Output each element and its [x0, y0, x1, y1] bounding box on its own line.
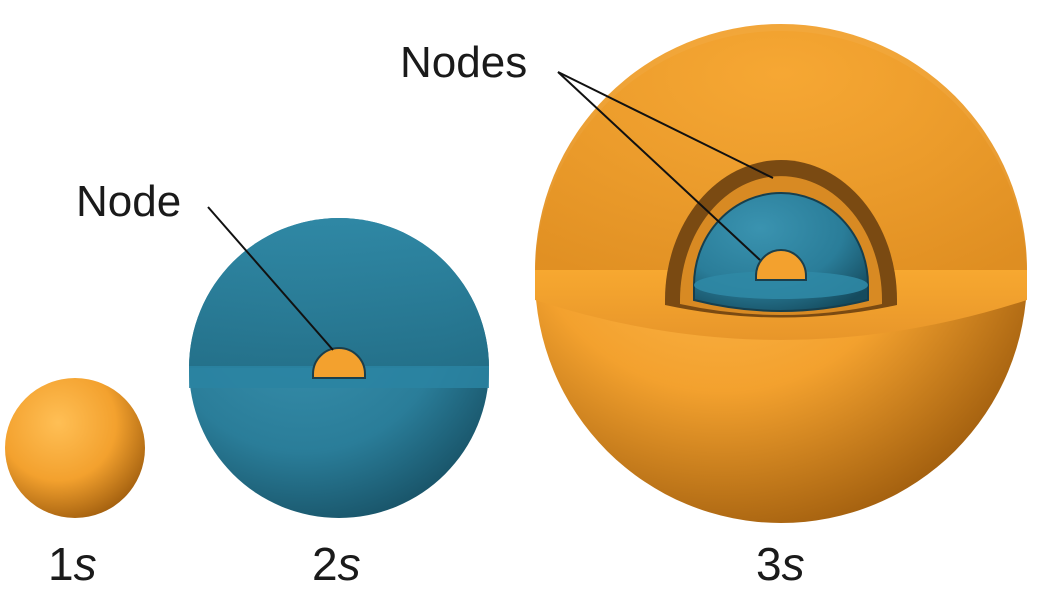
- label-3s: 3s: [756, 538, 805, 590]
- label-3s-subshell: s: [782, 538, 805, 590]
- leader-lines: [207, 71, 774, 351]
- orbital-3s-inner-core: [755, 249, 807, 281]
- orbital-2s-inner-core: [312, 347, 366, 379]
- orbital-1s-sphere: [5, 378, 145, 518]
- label-2s-number: 2: [312, 538, 338, 590]
- orbital-2s: [189, 218, 489, 518]
- leader-line-nodes-inner: [557, 71, 761, 261]
- callout-nodes: Nodes: [400, 38, 527, 87]
- leader-line-nodes-outer: [557, 71, 774, 179]
- label-3s-number: 3: [756, 538, 782, 590]
- label-2s: 2s: [312, 538, 361, 590]
- label-1s-number: 1: [48, 538, 74, 590]
- orbital-3s-cutaway: [535, 24, 1027, 270]
- callout-node: Node: [76, 177, 181, 226]
- orbital-2s-cutaway: [189, 218, 489, 368]
- label-1s: 1s: [48, 538, 97, 590]
- orbital-1s: [5, 378, 145, 518]
- leader-line-node: [207, 206, 334, 351]
- label-1s-subshell: s: [74, 538, 97, 590]
- orbital-3s: [535, 24, 1027, 523]
- label-2s-subshell: s: [338, 538, 361, 590]
- orbital-3s-teal-cut-face: [694, 271, 868, 299]
